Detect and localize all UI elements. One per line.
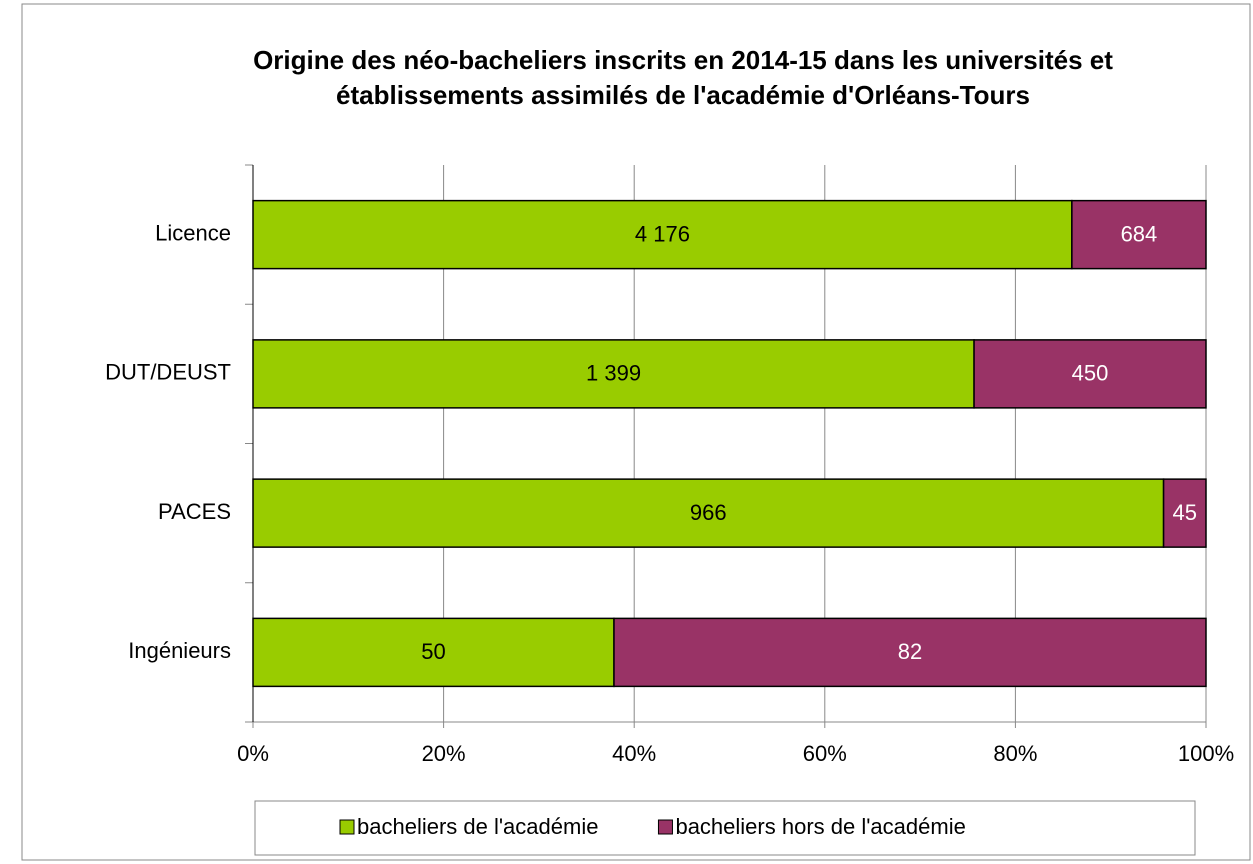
data-label: 684 <box>1121 221 1158 246</box>
title-source: Origine des néo-bacheliers inscrits en 2… <box>253 45 1113 110</box>
bar-segment <box>1162 478 1207 548</box>
data-label: 45 <box>1173 500 1197 525</box>
legend-swatch <box>657 819 673 835</box>
bar-segment <box>613 617 1207 688</box>
x-tick-label: 100% <box>1178 741 1234 766</box>
x-tick-label: 80% <box>993 741 1037 766</box>
y-tick-label: Ingénieurs <box>128 638 231 663</box>
x-tick-label: 40% <box>612 741 656 766</box>
data-label: 4 176 <box>635 221 690 246</box>
legend-box <box>254 800 1196 856</box>
data-label: 1 399 <box>586 361 641 386</box>
data-label: 50 <box>421 639 445 664</box>
bar-segment <box>252 617 615 688</box>
y-tick-label: Licence <box>155 220 231 245</box>
bar-segment <box>973 339 1207 409</box>
legend-label: bacheliers hors de l'académie <box>675 814 965 839</box>
bar-segment <box>252 339 975 409</box>
legend-swatch <box>339 819 355 835</box>
bar-segment <box>252 199 1073 270</box>
data-label: 450 <box>1072 361 1109 386</box>
y-tick-label: DUT/DEUST <box>105 360 231 385</box>
data-label: 966 <box>690 500 727 525</box>
x-tick-label: 0% <box>237 741 269 766</box>
x-tick-label: 60% <box>803 741 847 766</box>
bar-segment <box>252 478 1165 548</box>
y-tick-label: PACES <box>158 499 231 524</box>
chart-border <box>21 3 1251 861</box>
x-tick-label: 20% <box>422 741 466 766</box>
legend-label: bacheliers de l'académie <box>357 814 598 839</box>
bar-segment <box>1071 199 1207 270</box>
data-label: 82 <box>898 639 922 664</box>
